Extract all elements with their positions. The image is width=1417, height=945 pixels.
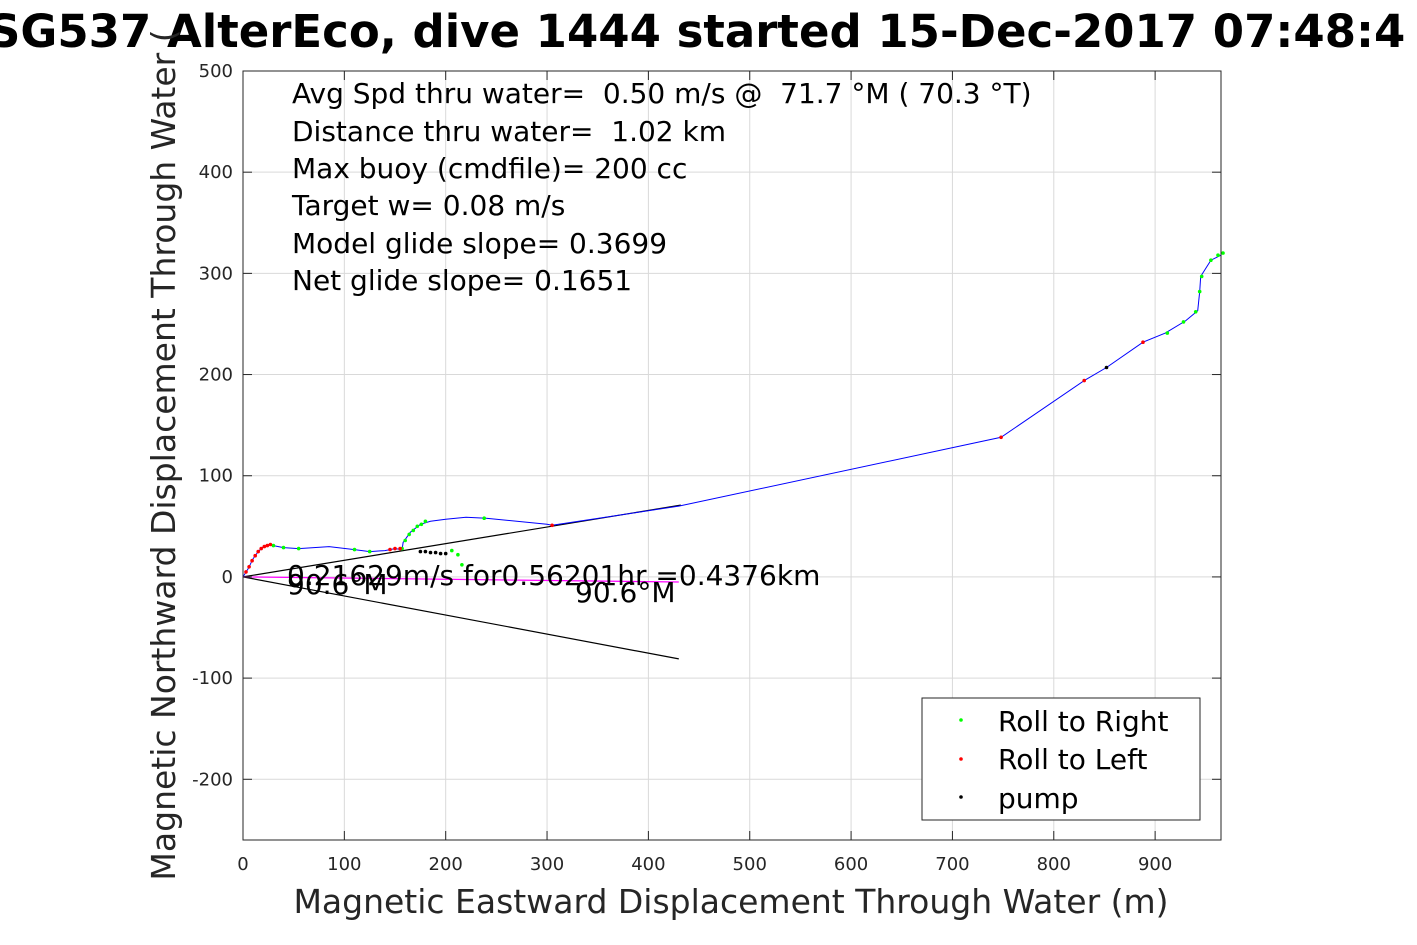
x-tick-label: 500 bbox=[733, 854, 767, 875]
x-tick-labels: 0 100 200 300 400 500 600 700 800 900 bbox=[237, 854, 1172, 875]
pump-point bbox=[438, 551, 443, 556]
roll-right-point bbox=[1181, 320, 1186, 324]
roll-left-point bbox=[262, 544, 267, 549]
plot-frame bbox=[242, 70, 1222, 841]
roll-right-point bbox=[367, 549, 372, 554]
legend-box bbox=[921, 697, 1201, 821]
roll-right-point bbox=[450, 548, 454, 553]
heading-label-left: 90.6°M bbox=[287, 568, 388, 601]
y-tick-label: 500 bbox=[199, 61, 233, 82]
roll-left-point bbox=[1141, 340, 1145, 345]
stat-max-buoy: Max buoy (cmdfile)= 200 cc bbox=[292, 152, 687, 185]
roll-left-point bbox=[388, 547, 392, 552]
roll-right-point bbox=[1209, 258, 1213, 263]
roll-right-point bbox=[1193, 310, 1198, 314]
roll-left-point bbox=[256, 549, 261, 554]
stat-target-w: Target w= 0.08 m/s bbox=[291, 189, 565, 222]
markers bbox=[244, 251, 1225, 574]
roll-right-point bbox=[352, 547, 357, 552]
roll-right-point bbox=[281, 545, 286, 550]
legend-label-roll-left: Roll to Left bbox=[998, 743, 1147, 776]
roll-right-point bbox=[1216, 253, 1220, 257]
roll-right-point bbox=[271, 543, 276, 548]
current-annotation: 0.21629m/s for0.56201hr =0.4376km bbox=[287, 559, 820, 592]
stats-block: Avg Spd thru water= 0.50 m/s @ 71.7 °M (… bbox=[291, 77, 1032, 297]
roll-left-point bbox=[1082, 378, 1086, 383]
y-tick-label: 400 bbox=[199, 162, 233, 183]
reference-line bbox=[242, 576, 679, 660]
roll-left-point bbox=[247, 565, 251, 569]
stat-distance: Distance thru water= 1.02 km bbox=[292, 115, 726, 148]
roll-left-point bbox=[393, 546, 397, 551]
roll-right-point bbox=[403, 538, 408, 543]
pump-point bbox=[428, 550, 433, 555]
y-tick-label: -100 bbox=[192, 668, 233, 689]
stat-avg-speed: Avg Spd thru water= 0.50 m/s @ 71.7 °M (… bbox=[292, 77, 1032, 110]
roll-right-point bbox=[419, 522, 424, 527]
roll-left-point bbox=[244, 570, 248, 574]
y-tick-label: -200 bbox=[192, 769, 233, 790]
x-axis-label: Magnetic Eastward Displacement Through W… bbox=[293, 882, 1168, 921]
roll-right-point bbox=[407, 532, 412, 537]
roll-right-point bbox=[456, 552, 460, 557]
x-tick-label: 100 bbox=[327, 854, 361, 875]
legend-label-pump: pump bbox=[998, 782, 1079, 815]
axis-ticks bbox=[242, 70, 1221, 840]
y-tick-label: 200 bbox=[199, 365, 233, 386]
roll-right-point bbox=[1197, 289, 1202, 294]
roll-right-point bbox=[296, 546, 301, 551]
roll-right-point bbox=[482, 516, 487, 520]
chart-title: SG537 AlterEco, dive 1444 started 15-Dec… bbox=[0, 5, 1405, 58]
roll-left-point bbox=[398, 546, 402, 551]
y-tick-label: 300 bbox=[199, 263, 233, 284]
legend-marker-pump bbox=[959, 795, 963, 799]
current-track bbox=[242, 576, 679, 583]
legend-marker-roll-left bbox=[959, 757, 963, 761]
pump-point bbox=[443, 551, 448, 556]
roll-right-point bbox=[1165, 331, 1170, 335]
legend-marker-roll-right bbox=[959, 718, 963, 722]
roll-left-point bbox=[268, 542, 273, 547]
x-tick-label: 800 bbox=[1037, 854, 1071, 875]
y-axis-label: Magnetic Northward Displacement Through … bbox=[144, 29, 183, 880]
roll-right-point bbox=[1221, 251, 1225, 255]
x-tick-label: 200 bbox=[429, 854, 463, 875]
roll-right-point bbox=[411, 528, 416, 533]
stat-net-glide: Net glide slope= 0.1651 bbox=[292, 264, 632, 297]
roll-right-point bbox=[423, 519, 428, 524]
pump-point bbox=[423, 549, 428, 554]
roll-right-point bbox=[460, 563, 464, 567]
roll-right-point bbox=[415, 524, 420, 529]
roll-right-point bbox=[1199, 274, 1204, 279]
y-tick-label: 0 bbox=[222, 567, 233, 588]
roll-left-point bbox=[259, 546, 264, 551]
x-tick-label: 400 bbox=[631, 854, 665, 875]
roll-left-point bbox=[250, 558, 254, 563]
pump-point bbox=[433, 550, 438, 555]
x-tick-label: 600 bbox=[834, 854, 868, 875]
x-tick-label: 900 bbox=[1138, 854, 1172, 875]
stat-model-glide: Model glide slope= 0.3699 bbox=[292, 227, 667, 260]
heading-label-right: 90.6°M bbox=[575, 576, 676, 609]
x-tick-label: 300 bbox=[530, 854, 564, 875]
plot-area bbox=[242, 70, 1225, 841]
x-tick-label: 700 bbox=[935, 854, 969, 875]
x-tick-label: 0 bbox=[237, 854, 248, 875]
pump-point bbox=[418, 549, 423, 554]
y-tick-label: 100 bbox=[199, 466, 233, 487]
legend: Roll to Right Roll to Left pump bbox=[921, 697, 1201, 821]
roll-left-point bbox=[253, 553, 257, 558]
roll-left-point bbox=[265, 543, 270, 548]
roll-left-point bbox=[550, 523, 554, 528]
y-tick-labels: 500 400 300 200 100 0 -100 -200 bbox=[192, 61, 233, 790]
legend-label-roll-right: Roll to Right bbox=[998, 705, 1169, 738]
roll-left-point bbox=[999, 435, 1003, 440]
pump-point bbox=[1104, 365, 1109, 370]
